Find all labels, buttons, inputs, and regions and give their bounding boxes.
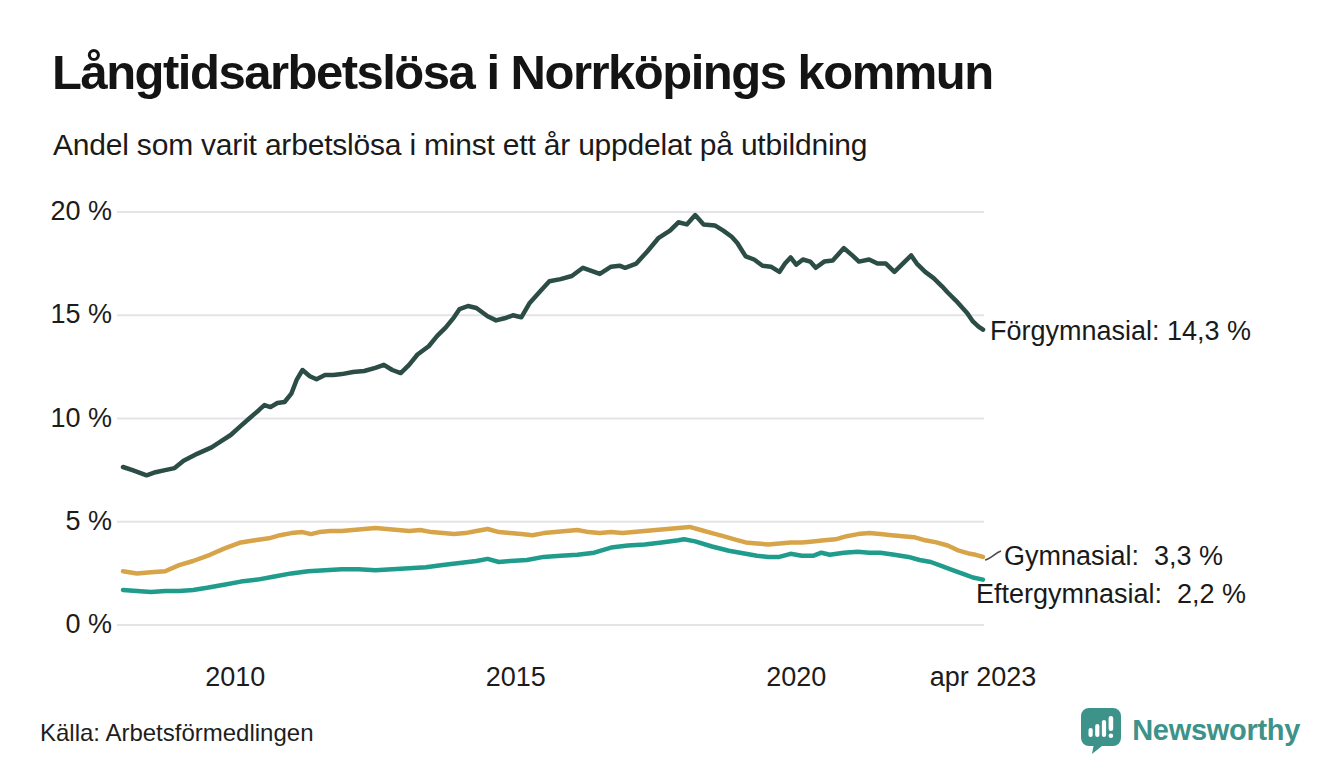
series-end-label-forgymnasial: Förgymnasial: 14,3 % bbox=[990, 316, 1251, 347]
y-axis-tick-label: 20 % bbox=[20, 196, 112, 227]
chart-page: Långtidsarbetslösa i Norrköpings kommun … bbox=[0, 0, 1340, 780]
series-lines bbox=[123, 215, 983, 592]
newsworthy-logo-icon bbox=[1080, 707, 1123, 754]
leader-line bbox=[985, 551, 1001, 560]
y-axis-tick-label: 10 % bbox=[20, 403, 112, 434]
x-axis-tick-label: 2010 bbox=[155, 662, 315, 693]
y-axis-tick-label: 15 % bbox=[20, 299, 112, 330]
newsworthy-logo: Newsworthy bbox=[1080, 707, 1300, 754]
x-axis-tick-label: apr 2023 bbox=[903, 662, 1063, 693]
x-axis-tick-label: 2015 bbox=[436, 662, 596, 693]
y-axis-tick-label: 5 % bbox=[20, 506, 112, 537]
series-line-eftergymnasial bbox=[123, 539, 983, 592]
series-end-label-gymnasial: Gymnasial: 3,3 % bbox=[1004, 541, 1223, 572]
y-axis-tick-label: 0 % bbox=[20, 609, 112, 640]
source-note: Källa: Arbetsförmedlingen bbox=[40, 719, 314, 747]
series-line-förgymnasial bbox=[123, 215, 983, 475]
newsworthy-wordmark: Newsworthy bbox=[1132, 714, 1300, 747]
series-end-label-eftergymnasial: Eftergymnasial: 2,2 % bbox=[976, 579, 1246, 610]
x-axis-tick-label: 2020 bbox=[716, 662, 876, 693]
